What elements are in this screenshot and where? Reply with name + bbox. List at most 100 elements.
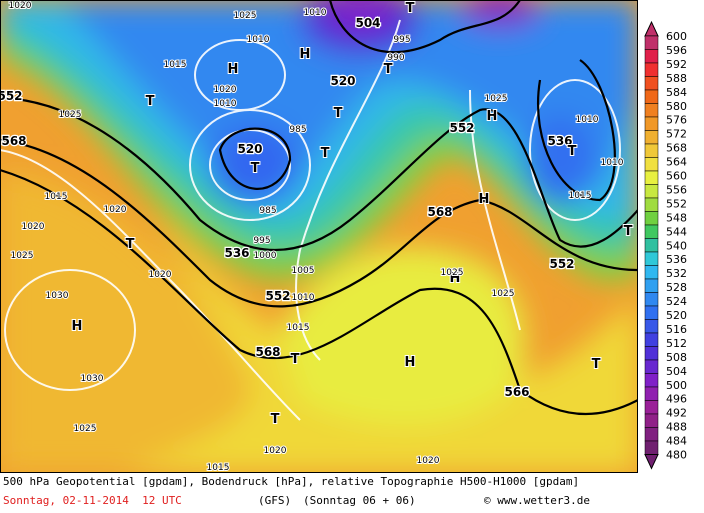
pressure-label: 1030 [81,374,104,384]
colorbar-band [644,386,659,401]
pressure-label: 1015 [569,191,592,201]
colorbar: 6005965925885845805765725685645605565525… [644,20,687,470]
pressure-label: 1025 [11,251,34,261]
isobars [0,19,621,421]
center-label: H [479,192,490,207]
colorbar-band [644,76,659,91]
center-label: T [406,1,415,16]
height-label: 568 [427,205,452,219]
colorbar-band [644,400,659,415]
center-label: T [291,352,300,367]
center-label: T [384,62,393,77]
height-label: 552 [265,289,290,303]
colorbar-label: 504 [666,365,687,378]
pressure-label: 1015 [164,60,187,70]
pressure-label: 1000 [254,251,277,261]
caption: 500 hPa Geopotential [gpdam], Bodendruck… [3,475,580,488]
colorbar-label: 556 [666,183,687,196]
credit: © www.wetter3.de [484,494,590,507]
colorbar-band [644,427,659,442]
height-label: 520 [330,74,355,88]
colorbar-arrow [644,454,659,470]
center-label: H [72,319,83,334]
center-label: H [228,62,239,77]
colorbar-label: 484 [666,435,687,448]
date: Sonntag, 02-11-2014 12 UTC [3,494,182,507]
height-label: 566 [504,385,529,399]
model: (GFS) [258,494,292,507]
pressure-label: 1025 [441,268,464,278]
colorbar-band [644,49,659,64]
center-label: T [126,237,135,252]
colorbar-label: 532 [666,267,687,280]
center-label: T [568,144,577,159]
pressure-label: 1020 [22,222,45,232]
map-labels: 552 568 504 520 552 536 520 568 536 552 552 568 566 T… [0,0,634,474]
colorbar-label: 600 [666,30,687,43]
pressure-label: 1020 [104,205,127,215]
colorbar-label: 528 [666,281,687,294]
height-label: 552 [449,121,474,135]
colorbar-label: 564 [666,156,687,169]
center-label: T [592,357,601,372]
pressure-label: 1010 [304,8,327,18]
pressure-label: 1025 [59,110,82,120]
pressure-label: 985 [259,206,276,216]
pressure-label: 1020 [417,456,440,466]
center-label: T [624,224,633,239]
pressure-label: 1015 [45,192,68,202]
colorbar-band [644,143,659,158]
pressure-label: 1020 [264,446,287,456]
colorbar-label: 580 [666,100,687,113]
pressure-label: 1020 [9,1,32,11]
colorbar-band [644,319,659,334]
map: 552 568 504 520 552 536 520 568 536 552 552 568 566 T… [0,0,687,474]
height-label: 568 [1,134,26,148]
center-label: T [251,161,260,176]
height-label: 568 [255,345,280,359]
colorbar-band [644,278,659,293]
colorbar-band [644,103,659,118]
colorbar-arrow [644,20,659,37]
center-label: T [146,94,155,109]
colorbar-band [644,251,659,266]
center-label: H [300,47,311,62]
height-label: 520 [237,142,262,156]
height-label: 552 [549,257,574,271]
colorbar-band [644,35,659,50]
colorbar-label: 588 [666,72,687,85]
pressure-label: 1020 [149,270,172,280]
colorbar-band [644,197,659,212]
colorbar-label: 488 [666,421,687,434]
colorbar-label: 512 [666,337,687,350]
height-label: 552 [0,89,23,103]
colorbar-label: 520 [666,309,687,322]
colorbar-band [644,440,659,455]
colorbar-label: 496 [666,393,687,406]
center-label: H [450,271,461,286]
colorbar-label: 540 [666,239,687,252]
pressure-label: 990 [387,53,404,63]
colorbar-label: 548 [666,211,687,224]
colorbar-band [644,305,659,320]
colorbar-label: 536 [666,253,687,266]
colorbar-label: 508 [666,351,687,364]
colorbar-label: 560 [666,170,687,183]
pressure-label: 1025 [234,11,257,21]
pressure-label: 1015 [207,463,230,473]
center-label: T [334,106,343,121]
pressure-label: 1025 [74,424,97,434]
colorbar-band [644,62,659,77]
height-label: 536 [224,246,249,260]
pressure-label: 985 [289,125,306,135]
colorbar-band [644,224,659,239]
height-label: 536 [547,134,572,148]
pressure-label: 1020 [214,85,237,95]
colorbar-label: 568 [666,142,687,155]
colorbar-label: 480 [666,449,687,462]
center-label: H [405,355,416,370]
colorbar-band [644,332,659,347]
run: (Sonntag 06 + 06) [303,494,416,507]
pressure-label: 1005 [292,266,315,276]
